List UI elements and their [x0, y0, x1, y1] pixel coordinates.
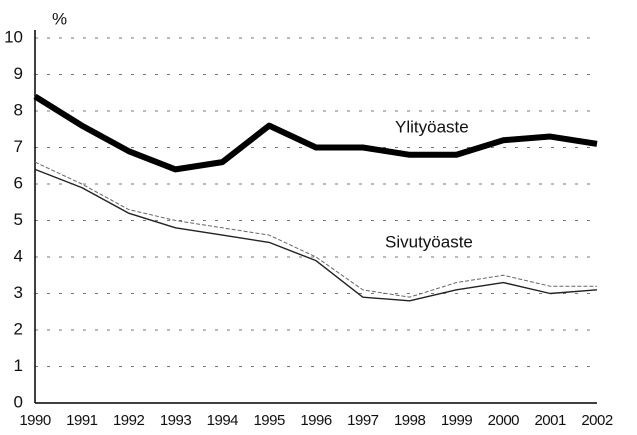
x-tick-label: 2002: [581, 412, 613, 429]
y-tick-label: 7: [14, 137, 23, 156]
y-tick-label: 10: [4, 27, 23, 46]
y-tick-label: 3: [14, 283, 23, 302]
x-tick-label: 2001: [534, 412, 566, 429]
y-axis-label: %: [52, 9, 67, 28]
y-tick-label: 6: [14, 173, 23, 192]
series-line: [34, 161, 597, 298]
x-tick-label: 1996: [300, 412, 332, 429]
x-tick-label: 1997: [347, 412, 379, 429]
y-tick-label: 4: [14, 246, 23, 265]
series-label: Ylityöaste: [395, 117, 469, 136]
x-tick-label: 1995: [253, 412, 285, 429]
y-tick-label: 2: [14, 319, 23, 338]
series-line: [34, 168, 598, 302]
y-tick-label: 5: [14, 210, 23, 229]
x-tick-label: 2000: [488, 412, 520, 429]
x-tick-label: 1994: [207, 412, 239, 429]
y-tick-label: 9: [14, 64, 23, 83]
y-tick-label: 8: [14, 100, 23, 119]
x-tick-label: 1998: [394, 412, 426, 429]
series-label: Sivutyöaste: [385, 232, 473, 251]
x-tick-label: 1993: [160, 412, 192, 429]
x-tick-label: 1999: [441, 412, 473, 429]
x-tick-label: 1992: [113, 412, 145, 429]
y-tick-label: 1: [14, 356, 23, 375]
series-line: [33, 93, 598, 173]
y-tick-label: 0: [14, 392, 23, 411]
x-tick-label: 1991: [66, 412, 98, 429]
x-tick-label: 1990: [19, 412, 51, 429]
